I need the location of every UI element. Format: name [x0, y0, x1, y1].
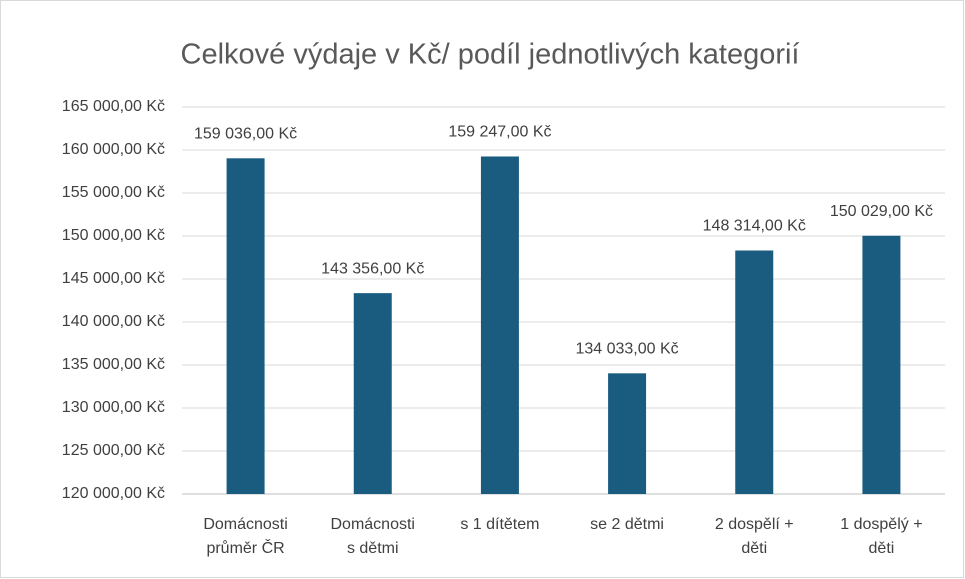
bar: [353, 293, 392, 494]
x-tick-label: Domácnosti průměr ČR: [203, 516, 287, 557]
y-tick-label: 160 000,00 Kč: [62, 141, 165, 158]
data-label: 159 247,00 Kč: [448, 124, 551, 141]
bar: [735, 250, 774, 494]
bar: [862, 235, 901, 494]
y-tick-label: 150 000,00 Kč: [62, 227, 165, 244]
x-tick-label: Domácnosti s dětmi: [331, 516, 415, 557]
y-tick-label: 130 000,00 Kč: [62, 399, 165, 416]
bar: [226, 158, 265, 494]
bar: [480, 156, 519, 494]
data-label: 148 314,00 Kč: [703, 218, 806, 235]
data-label: 134 033,00 Kč: [575, 341, 678, 358]
data-label: 150 029,00 Kč: [830, 203, 933, 220]
chart-title: Celkové výdaje v Kč/ podíl jednotlivých …: [181, 39, 800, 71]
y-tick-label: 155 000,00 Kč: [62, 184, 165, 201]
y-tick-label: 135 000,00 Kč: [62, 356, 165, 373]
x-tick-label: 2 dospělí + děti: [715, 516, 794, 557]
x-tick-label: se 2 dětmi: [590, 516, 664, 533]
x-tick-label: s 1 dítětem: [460, 516, 539, 533]
data-label: 159 036,00 Kč: [194, 126, 297, 143]
x-tick-label: 1 dospělý + děti: [840, 516, 922, 557]
y-tick-label: 120 000,00 Kč: [62, 485, 165, 502]
y-tick-label: 125 000,00 Kč: [62, 442, 165, 459]
data-label: 143 356,00 Kč: [321, 260, 424, 277]
y-tick-label: 145 000,00 Kč: [62, 270, 165, 287]
y-tick-label: 165 000,00 Kč: [62, 98, 165, 115]
bar: [608, 373, 647, 494]
y-tick-label: 140 000,00 Kč: [62, 313, 165, 330]
